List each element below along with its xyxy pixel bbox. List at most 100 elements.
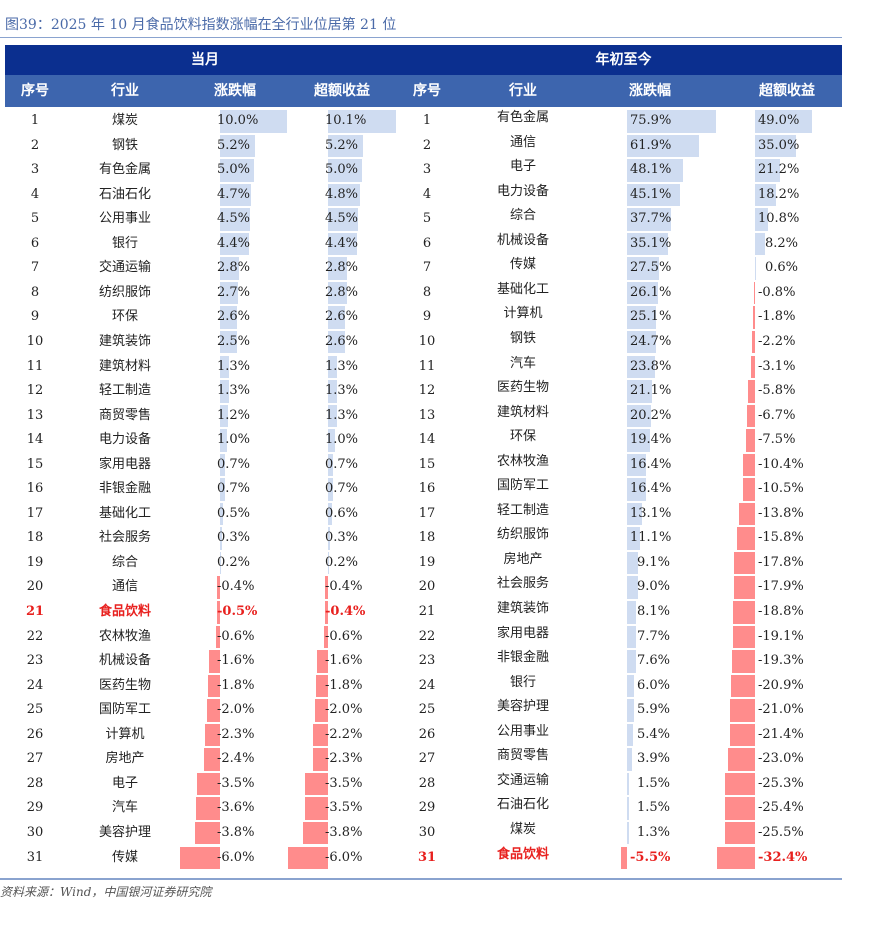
industry-monthly: 计算机 (105, 726, 145, 742)
industry-monthly: 电力设备 (98, 432, 151, 448)
change-value-monthly: 0.3% (217, 530, 251, 546)
change-bar-monthly (220, 478, 225, 501)
industry-ytd: 银行 (509, 674, 536, 690)
rank-ytd: 16 (418, 481, 436, 497)
excess-bar-monthly (328, 306, 346, 329)
excess-value-ytd: -7.5% (758, 432, 796, 448)
rank-monthly: 13 (26, 407, 44, 423)
change-bar-ytd (627, 502, 643, 526)
table-row: 6 银行 4.4% 4.4% 6 机械设备 35.1% 8.2% (5, 232, 842, 257)
industry-ytd: 钢铁 (509, 330, 536, 346)
excess-value-monthly: -0.4% (325, 604, 366, 619)
excess-value-ytd: -2.2% (758, 333, 796, 349)
industry-ytd: 石油石化 (496, 797, 549, 813)
change-value-monthly: -0.6% (217, 628, 255, 644)
excess-bar-ytd (736, 527, 755, 550)
excess-value-ytd: -1.8% (758, 309, 796, 325)
change-value-ytd: 5.4% (637, 726, 671, 742)
excess-value-monthly: -0.6% (325, 628, 363, 644)
change-bar-ytd (627, 110, 716, 133)
excess-bar-ytd (728, 748, 755, 771)
excess-bar-ytd (755, 257, 756, 280)
excess-bar-monthly (313, 723, 328, 747)
excess-value-ytd: -0.8% (758, 284, 796, 300)
excess-value-ytd: 10.8% (758, 211, 800, 227)
rank-monthly: 4 (30, 186, 40, 202)
rank-monthly: 3 (30, 162, 40, 178)
excess-bar-monthly (302, 821, 328, 845)
excess-bar-monthly (323, 625, 328, 649)
rank-ytd: 5 (422, 211, 432, 227)
footer-divider (0, 878, 842, 880)
change-value-monthly: 5.2% (217, 137, 251, 153)
source-note: 资料来源：Wind，中国银河证券研究院 (0, 885, 212, 899)
change-value-ytd: 19.4% (630, 432, 672, 448)
change-value-monthly: -2.0% (217, 702, 255, 718)
table-row: 18 社会服务 0.3% 0.3% 18 纺织服饰 11.1% -15.8% (5, 526, 842, 551)
change-bar-ytd (627, 453, 647, 477)
excess-bar-ytd (755, 183, 777, 207)
table-row: 5 公用事业 4.5% 4.5% 5 综合 37.7% 10.8% (5, 207, 842, 232)
industry-monthly: 通信 (111, 579, 138, 595)
excess-bar-monthly (328, 208, 359, 231)
excess-value-monthly: 2.6% (325, 309, 359, 325)
rank-monthly: 23 (26, 653, 44, 669)
excess-value-ytd: -25.3% (758, 775, 804, 791)
change-bar-ytd (627, 748, 632, 771)
excess-value-monthly: 0.7% (325, 456, 359, 472)
change-bar-ytd (620, 846, 627, 869)
excess-value-ytd: 35.0% (758, 137, 800, 153)
change-bar-monthly (220, 404, 229, 428)
rank-monthly: 10 (26, 333, 44, 349)
table-row: 7 交通运输 2.8% 2.8% 7 传媒 27.5% 0.6% (5, 256, 842, 281)
excess-bar-monthly (328, 453, 333, 477)
rank-monthly: 15 (26, 456, 44, 472)
change-value-ytd: 23.8% (630, 358, 672, 374)
excess-value-ytd: -10.4% (758, 456, 804, 472)
industry-monthly: 传媒 (111, 849, 138, 865)
table-row: 2 钢铁 5.2% 5.2% 2 通信 61.9% 35.0% (5, 134, 842, 159)
change-value-monthly: 4.4% (217, 235, 251, 251)
change-bar-ytd (627, 625, 636, 649)
change-value-ytd: -5.5% (630, 849, 671, 865)
table-row: 23 机械设备 -1.6% -1.6% 23 非银金融 7.6% -19.3% (5, 649, 842, 674)
change-bar-monthly (220, 208, 251, 231)
change-value-ytd: 61.9% (630, 137, 672, 153)
excess-value-monthly: 4.5% (325, 211, 359, 227)
industry-ytd: 交通运输 (496, 772, 549, 788)
excess-bar-monthly (328, 110, 396, 133)
industry-ytd: 建筑装饰 (496, 601, 549, 616)
excess-bar-ytd (732, 650, 755, 673)
table-row: 19 综合 0.2% 0.2% 19 房地产 9.1% -17.8% (5, 551, 842, 576)
change-bar-monthly (220, 551, 222, 575)
change-value-ytd: 45.1% (630, 186, 672, 202)
rank-monthly: 24 (26, 677, 44, 693)
col-industry-ytd: 行业 (509, 83, 537, 99)
rank-ytd: 17 (418, 505, 436, 521)
excess-bar-monthly (325, 576, 328, 599)
table-row: 27 房地产 -2.4% -2.3% 27 商贸零售 3.9% -23.0% (5, 747, 842, 772)
industry-monthly: 家用电器 (98, 456, 151, 472)
excess-bar-monthly (317, 650, 328, 673)
change-value-monthly: 0.7% (217, 456, 251, 472)
excess-bar-monthly (328, 330, 346, 354)
rank-monthly: 19 (26, 554, 44, 570)
change-bar-monthly (216, 601, 220, 624)
excess-value-monthly: 2.6% (325, 333, 359, 349)
excess-value-ytd: 49.0% (758, 113, 800, 128)
industry-ytd: 非银金融 (496, 650, 549, 666)
change-value-monthly: -1.8% (217, 677, 255, 693)
change-bar-monthly (206, 699, 220, 722)
excess-bar-ytd (734, 551, 755, 575)
rank-monthly: 1 (30, 113, 40, 128)
table-row: 12 轻工制造 1.3% 1.3% 12 医药生物 21.1% -5.8% (5, 379, 842, 404)
excess-value-ytd: -18.8% (758, 604, 804, 619)
change-bar-ytd (627, 355, 655, 378)
excess-bar-ytd (730, 699, 755, 722)
excess-bar-monthly (328, 502, 333, 526)
excess-value-ytd: -6.7% (758, 407, 796, 423)
excess-bar-ytd (742, 478, 755, 501)
industry-monthly: 交通运输 (98, 260, 151, 276)
table-row: 28 电子 -3.5% -3.5% 28 交通运输 1.5% -25.3% (5, 772, 842, 797)
excess-bar-ytd (755, 134, 796, 158)
